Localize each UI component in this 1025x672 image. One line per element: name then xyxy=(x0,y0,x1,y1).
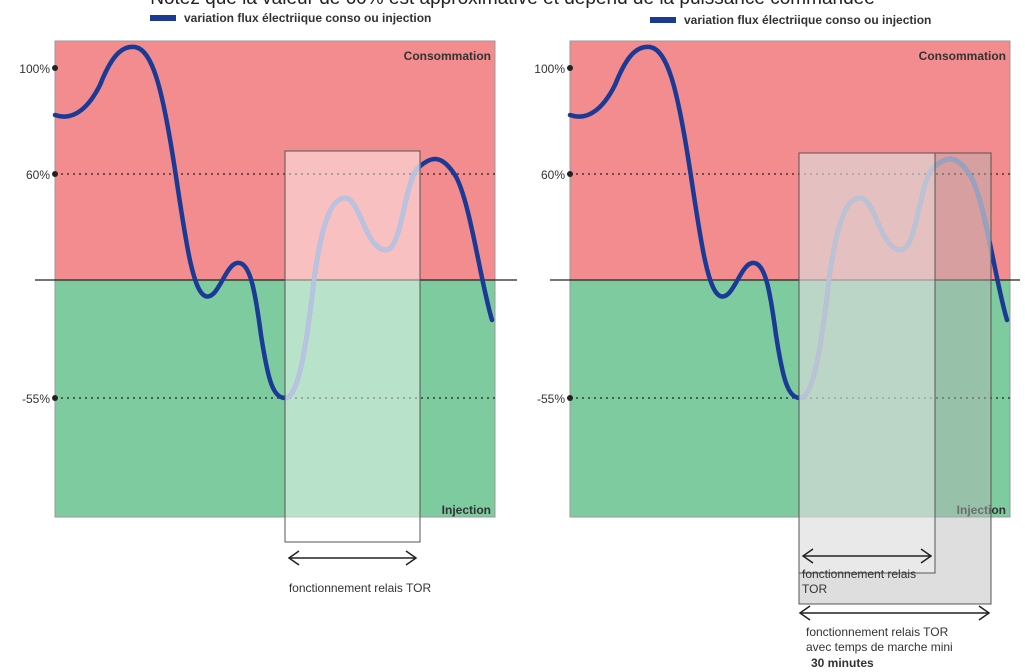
tick-60 xyxy=(567,171,573,177)
relay-window xyxy=(284,150,421,543)
min-run-duration-label: 30 minutes xyxy=(811,656,874,670)
tick-100 xyxy=(52,65,58,71)
tick-minus55 xyxy=(52,395,58,401)
relay-window xyxy=(798,152,936,574)
relay-duration-arrow xyxy=(801,548,933,564)
legend-label: variation flux électriique conso ou inje… xyxy=(684,13,931,27)
consumption-label: Consommation xyxy=(919,49,1006,63)
label-60: 60% xyxy=(541,168,565,182)
left-panel: variation flux électriique conso ou inje… xyxy=(19,11,517,595)
tick-minus55 xyxy=(567,395,573,401)
legend-swatch xyxy=(150,15,176,21)
consumption-zone xyxy=(570,41,1010,280)
chart-frame xyxy=(569,40,1011,518)
tick-60 xyxy=(52,171,58,177)
legend-label: variation flux électriique conso ou inje… xyxy=(184,11,431,25)
injection-label: Injection xyxy=(442,503,491,517)
injection-label: Injection xyxy=(957,503,1006,517)
label-60: 60% xyxy=(26,168,50,182)
consumption-zone xyxy=(55,41,495,280)
legend-swatch xyxy=(650,17,676,23)
relay-label-line2: TOR xyxy=(802,582,827,596)
right-panel: variation flux électriique conso ou inje… xyxy=(534,13,1020,670)
chart-frame xyxy=(54,40,496,518)
label-minus55: -55% xyxy=(537,392,565,406)
min-run-window xyxy=(798,152,992,605)
consumption-label: Consommation xyxy=(404,49,491,63)
relay-duration-arrow xyxy=(287,550,418,566)
min-run-duration-arrow xyxy=(798,605,991,621)
min-run-label-line2: avec temps de marche mini xyxy=(806,640,953,654)
label-minus55: -55% xyxy=(22,392,50,406)
legend-right: variation flux électriique conso ou inje… xyxy=(650,13,931,27)
flux-curve-relay-on xyxy=(799,156,991,401)
flux-curve-relay-on xyxy=(285,162,421,401)
min-run-label-line1: fonctionnement relais TOR xyxy=(806,625,949,639)
legend-left: variation flux électriique conso ou inje… xyxy=(150,11,431,25)
relay-label-line1: fonctionnement relais xyxy=(802,567,916,581)
top-note: Notez que la valeur de 60% est approxima… xyxy=(0,0,1025,10)
tick-100 xyxy=(567,65,573,71)
label-100: 100% xyxy=(534,62,565,76)
label-100: 100% xyxy=(19,62,50,76)
relay-label: fonctionnement relais TOR xyxy=(289,581,432,595)
